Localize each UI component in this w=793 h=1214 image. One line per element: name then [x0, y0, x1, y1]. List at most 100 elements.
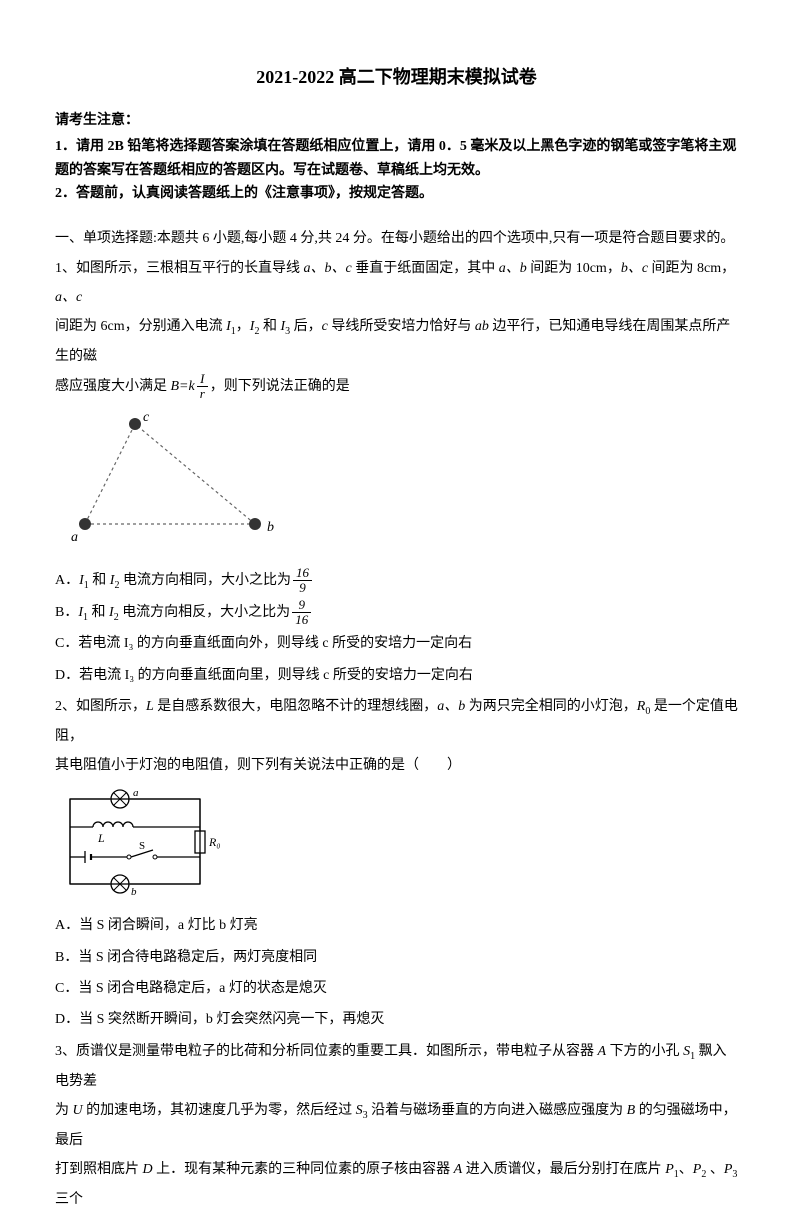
- question-3: 3、质谱仪是测量带电粒子的比荷和分析同位素的重要工具．如图所示，带电粒子从容器 …: [55, 1037, 738, 1096]
- q1-var: b、c: [621, 261, 648, 276]
- label-a: a: [71, 530, 78, 545]
- q1-text: 间距为 6cm，分别通入电流: [55, 319, 226, 334]
- q1-text: 垂直于纸面固定，其中: [352, 261, 499, 276]
- q3-var: P: [665, 1162, 674, 1177]
- question-2-line2: 其电阻值小于灯泡的电阻值，则下列有关说法中正确的是（ ）: [55, 751, 738, 780]
- q1-text: 后，: [290, 319, 322, 334]
- question-3-line3: 打到照相底片 D 上．现有某种元素的三种同位素的原子核由容器 A 进入质谱仪，最…: [55, 1155, 738, 1214]
- frac-num: 9: [292, 598, 311, 613]
- q1-text: ，: [236, 319, 250, 334]
- q3-var: A: [454, 1162, 463, 1177]
- q3-text: 、: [706, 1162, 724, 1177]
- q3-var: P: [724, 1162, 733, 1177]
- q1-option-c: C．若电流 I₃ 的方向垂直纸面向外，则导线 c 所受的安培力一定向右: [55, 629, 738, 658]
- notice-2: 2．答题前，认真阅读答题纸上的《注意事项》，按规定答题。: [55, 182, 738, 206]
- question-1-line2: 间距为 6cm，分别通入电流 I1，I2 和 I3 后，c 导线所受安培力恰好与…: [55, 312, 738, 371]
- q2-var: a、b: [437, 699, 465, 714]
- question-1: 1、如图所示，三根相互平行的长直导线 a、b、c 垂直于纸面固定，其中 a、b …: [55, 254, 738, 313]
- frac-num: I: [197, 372, 208, 387]
- q3-var: B: [627, 1103, 636, 1118]
- node-c: [129, 418, 141, 430]
- q3-text: 下方的小孔: [606, 1044, 683, 1059]
- frac-den: 16: [292, 613, 311, 627]
- q1-var: a、b、c: [304, 261, 352, 276]
- section-1-intro: 一、单项选择题:本题共 6 小题,每小题 4 分,共 24 分。在每小题给出的四…: [55, 224, 738, 253]
- node-a: [79, 518, 91, 530]
- q1-option-d: D．若电流 I₃ 的方向垂直纸面向里，则导线 c 所受的安培力一定向右: [55, 661, 738, 690]
- q1-var: ab: [475, 319, 489, 334]
- q2-option-d: D．当 S 突然断开瞬间，b 灯会突然闪亮一下，再熄灭: [55, 1005, 738, 1034]
- edge-bc: [135, 424, 255, 524]
- q3-text: 打到照相底片: [55, 1162, 143, 1177]
- inductor-icon: [93, 822, 133, 827]
- label-switch: S: [139, 840, 145, 852]
- figure-2-circuit: a L R₀ S b: [55, 787, 738, 908]
- opt-label: B．: [55, 605, 78, 620]
- q3-text: 上．现有某种元素的三种同位素的原子核由容器: [153, 1162, 454, 1177]
- q3-text: 为: [55, 1103, 73, 1118]
- q1-var: a、b: [499, 261, 527, 276]
- switch-node-icon: [153, 855, 157, 859]
- q1-text: 感应强度大小满足: [55, 379, 171, 394]
- question-3-line2: 为 U 的加速电场，其初速度几乎为零，然后经过 S3 沿着与磁场垂直的方向进入磁…: [55, 1096, 738, 1155]
- frac-den: 9: [293, 581, 312, 595]
- q1-var: a、c: [55, 290, 82, 305]
- label-resistor: R₀: [208, 835, 221, 849]
- q3-var: P: [693, 1162, 702, 1177]
- q1-option-a: A．I1 和 I2 电流方向相同，大小之比为169: [55, 566, 738, 596]
- q1-text: 导线所受安培力恰好与: [328, 319, 475, 334]
- q3-var: U: [73, 1103, 83, 1118]
- q2-option-c: C．当 S 闭合电路稳定后，a 灯的状态是熄灭: [55, 974, 738, 1003]
- opt-text: 和: [88, 605, 109, 620]
- switch-node-icon: [127, 855, 131, 859]
- opt-text: 和: [89, 573, 110, 588]
- q1-text: ，则下列说法正确的是: [210, 379, 350, 394]
- notice-label: 请考生注意：: [55, 108, 738, 135]
- q3-text: 沿着与磁场垂直的方向进入磁感应强度为: [368, 1103, 627, 1118]
- q3-sub: 3: [732, 1169, 737, 1180]
- q3-text: 三个: [55, 1192, 83, 1207]
- q3-var: S: [683, 1044, 690, 1059]
- edge-ac: [85, 424, 135, 524]
- fraction: 169: [293, 566, 312, 596]
- label-c: c: [143, 410, 150, 425]
- q2-var: L: [146, 699, 154, 714]
- q2-text: 2、如图所示，: [55, 699, 146, 714]
- figure-1-triangle: a b c: [65, 409, 738, 560]
- fraction: 916: [292, 598, 311, 628]
- q3-text: 、: [679, 1162, 693, 1177]
- q3-var: D: [143, 1162, 153, 1177]
- frac-num: 16: [293, 566, 312, 581]
- page-title: 2021-2022 高二下物理期末模拟试卷: [55, 60, 738, 94]
- q2-option-a: A．当 S 闭合瞬间，a 灯比 b 灯亮: [55, 911, 738, 940]
- q3-var: A: [598, 1044, 607, 1059]
- q3-text: 3、质谱仪是测量带电粒子的比荷和分析同位素的重要工具．如图所示，带电粒子从容器: [55, 1044, 598, 1059]
- fraction: Ir: [197, 372, 208, 402]
- q1-text: 间距为 10cm，: [527, 261, 621, 276]
- opt-label: A．: [55, 573, 79, 588]
- circuit-svg: a L R₀ S b: [55, 787, 230, 897]
- q3-text: 的加速电场，其初速度几乎为零，然后经过: [83, 1103, 356, 1118]
- q3-var: S: [356, 1103, 363, 1118]
- label-bulb-a: a: [133, 787, 139, 799]
- node-b: [249, 518, 261, 530]
- label-inductor: L: [97, 831, 105, 845]
- q1-option-b: B．I1 和 I2 电流方向相反，大小之比为916: [55, 598, 738, 628]
- label-b: b: [267, 520, 274, 535]
- opt-text: 电流方向相同，大小之比为: [119, 573, 291, 588]
- q1-text: 1、如图所示，三根相互平行的长直导线: [55, 261, 304, 276]
- q3-text: 进入质谱仪，最后分别打在底片: [462, 1162, 665, 1177]
- opt-text: 电流方向相反，大小之比为: [119, 605, 291, 620]
- q1-formula: B=k: [171, 379, 195, 394]
- circuit-box: [70, 799, 200, 884]
- question-1-line3: 感应强度大小满足 B=kIr，则下列说法正确的是: [55, 372, 738, 402]
- notice-1: 1．请用 2B 铅笔将选择题答案涂填在答题纸相应位置上，请用 0．5 毫米及以上…: [55, 135, 738, 183]
- q2-option-b: B．当 S 闭合待电路稳定后，两灯亮度相同: [55, 943, 738, 972]
- q2-text: 是自感系数很大，电阻忽略不计的理想线圈，: [154, 699, 438, 714]
- triangle-svg: a b c: [65, 409, 285, 549]
- label-bulb-b: b: [131, 886, 137, 897]
- frac-den: r: [197, 387, 208, 401]
- q1-text: 间距为 8cm，: [648, 261, 735, 276]
- question-2: 2、如图所示，L 是自感系数很大，电阻忽略不计的理想线圈，a、b 为两只完全相同…: [55, 692, 738, 751]
- q1-text: 和: [259, 319, 280, 334]
